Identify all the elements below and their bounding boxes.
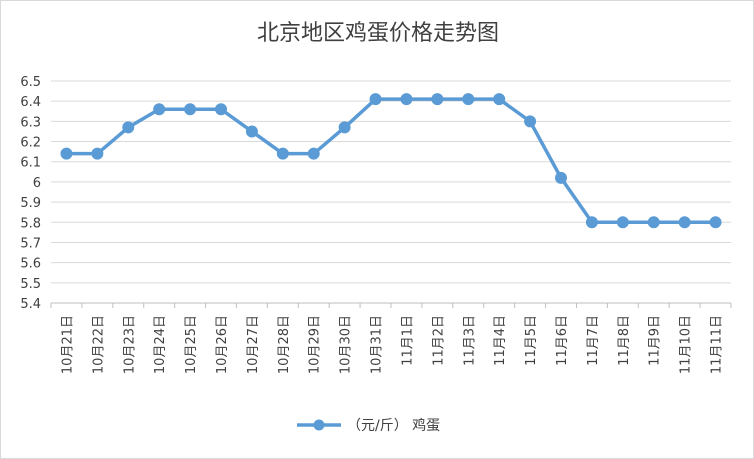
legend-label: （元/斤） 鸡蛋 [347, 417, 440, 434]
y-tick-label: 6.3 [20, 115, 41, 130]
x-tick-label: 10月25日 [184, 315, 199, 374]
data-point [709, 216, 722, 229]
x-tick-label: 11月11日 [710, 315, 725, 374]
data-point [616, 216, 629, 229]
data-point [153, 103, 166, 116]
y-tick-label: 5.8 [20, 216, 41, 231]
x-tick-label: 11月6日 [555, 315, 570, 366]
x-tick-label: 11月3日 [462, 315, 477, 366]
x-tick-label: 10月27日 [246, 315, 261, 374]
y-tick-label: 6 [33, 176, 41, 191]
x-tick-label: 11月2日 [431, 315, 446, 366]
data-point [245, 125, 258, 138]
x-tick-label: 11月5日 [524, 315, 539, 366]
x-tick-label: 10月23日 [122, 315, 137, 374]
data-point [91, 147, 104, 160]
x-tick-label: 10月21日 [60, 315, 75, 374]
y-tick-label: 5.4 [20, 297, 41, 312]
data-point [369, 93, 382, 106]
data-point [431, 93, 444, 106]
data-point [122, 121, 135, 134]
data-point [555, 171, 567, 184]
data-point [400, 93, 413, 106]
x-tick-label: 10月29日 [308, 315, 323, 374]
x-tick-label: 10月24日 [153, 315, 168, 374]
data-point [276, 147, 289, 160]
data-point [493, 93, 506, 106]
x-tick-label: 11月4日 [493, 315, 508, 366]
y-tick-label: 6.2 [20, 136, 41, 151]
y-tick-label: 5.6 [20, 257, 41, 272]
y-tick-label: 5.7 [20, 236, 41, 251]
y-tick-label: 6.4 [20, 95, 41, 110]
data-point [585, 216, 598, 229]
chart-title: 北京地区鸡蛋价格走势图 [256, 21, 499, 46]
x-tick-label: 10月30日 [339, 315, 354, 374]
data-point [462, 93, 475, 106]
x-tick-label: 11月9日 [648, 315, 663, 366]
x-tick-label: 11月8日 [617, 315, 632, 366]
x-tick-label: 10月26日 [215, 315, 230, 374]
data-point [307, 147, 320, 160]
x-tick-label: 11月1日 [400, 315, 415, 366]
data-point [524, 115, 537, 128]
x-tick-label: 10月31日 [370, 315, 385, 374]
y-tick-label: 6.1 [20, 156, 41, 171]
data-point [184, 103, 197, 116]
x-tick-label: 10月28日 [277, 315, 292, 374]
data-point [678, 216, 691, 229]
x-tick-label: 11月10日 [679, 315, 694, 374]
data-point [215, 103, 227, 116]
y-tick-label: 5.5 [20, 277, 41, 292]
data-point [60, 147, 73, 160]
data-point [338, 121, 351, 134]
x-tick-label: 10月22日 [91, 315, 106, 374]
legend-marker [313, 419, 325, 431]
x-tick-label: 11月7日 [586, 315, 601, 366]
y-tick-label: 6.5 [20, 75, 41, 90]
series-line [66, 97, 716, 225]
y-tick-label: 5.9 [20, 196, 41, 211]
data-point [647, 216, 660, 229]
